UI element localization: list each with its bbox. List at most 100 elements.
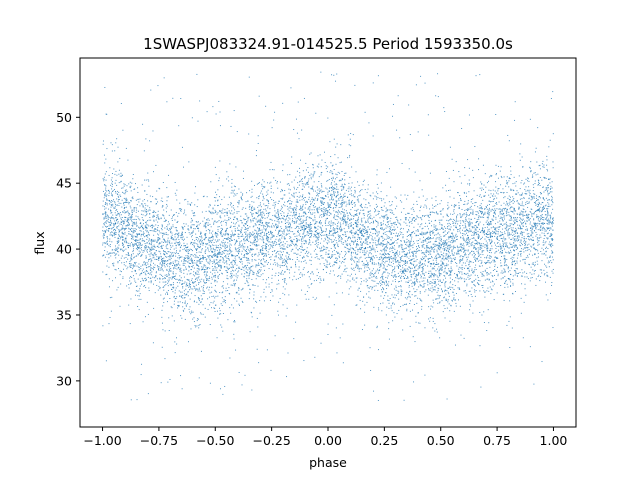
data-point [492,259,494,261]
data-point [474,234,476,236]
data-point [311,197,313,199]
data-point [509,208,511,210]
data-point [482,245,484,247]
data-point [153,283,154,285]
data-point [108,323,110,325]
data-point [217,256,219,258]
data-point [293,212,295,213]
data-point [552,218,554,220]
data-point [202,196,204,198]
data-point [156,229,158,231]
data-point [247,259,249,261]
data-point [459,260,461,262]
data-point [157,225,159,227]
data-point [367,265,369,267]
data-point [251,233,253,235]
data-point [475,260,477,262]
data-point [405,242,407,244]
data-point [524,247,526,249]
data-point [357,253,359,255]
data-point [507,251,509,253]
data-point [285,226,287,228]
data-point [393,312,395,314]
data-point [508,232,510,234]
data-point [481,245,483,247]
data-point [467,223,469,225]
data-point [408,225,410,227]
data-point [145,210,147,212]
data-point [217,277,219,279]
data-point [335,257,337,259]
data-point [368,210,370,212]
data-point [251,180,253,182]
data-point [410,208,412,210]
data-point [450,274,452,276]
data-point [226,267,228,269]
data-point [437,203,439,205]
data-point [486,267,488,269]
data-point [245,223,247,225]
data-point [312,198,314,200]
data-point [316,245,318,247]
data-point [382,243,384,245]
data-point [515,193,517,195]
data-point [165,245,167,247]
data-point [203,291,205,292]
data-point [293,243,295,245]
data-point [209,203,211,205]
data-point [167,285,169,287]
data-point [156,259,158,261]
data-point [547,189,549,191]
data-point [486,220,488,222]
data-point [507,286,509,288]
data-point [257,212,259,214]
data-point [433,226,435,228]
data-point [136,223,138,225]
data-point [477,282,479,284]
data-point [177,307,179,309]
data-point [169,277,171,279]
data-point [159,273,161,275]
data-point [428,318,430,320]
data-point [214,281,216,283]
data-point [492,226,494,228]
data-point [537,225,539,227]
data-point [288,192,290,194]
data-point [525,210,527,212]
data-point [479,242,481,244]
data-point [378,270,380,272]
data-point [327,224,329,226]
data-point [519,272,521,274]
data-point [105,187,107,189]
data-point [269,211,271,213]
data-point [282,292,284,294]
data-point [246,248,248,250]
data-point [464,209,466,211]
data-point [265,210,267,212]
data-point [110,234,112,236]
data-point [336,211,338,213]
data-point [361,281,363,283]
data-point [490,193,492,195]
data-point [135,285,137,287]
data-point [164,274,166,276]
data-point [533,243,535,245]
data-point [139,273,141,275]
data-point [217,212,219,214]
data-point [500,238,502,240]
data-point [215,234,217,236]
data-point [225,255,227,257]
data-point [375,191,377,193]
data-point [499,217,501,219]
data-point [254,259,256,261]
data-point [143,285,145,287]
data-point [533,218,535,220]
data-point [404,268,406,270]
data-point [440,265,442,267]
data-point [506,214,508,216]
data-point [416,259,418,261]
data-point [281,205,283,207]
data-point [306,250,308,252]
data-point [219,243,221,245]
data-point [509,225,511,227]
